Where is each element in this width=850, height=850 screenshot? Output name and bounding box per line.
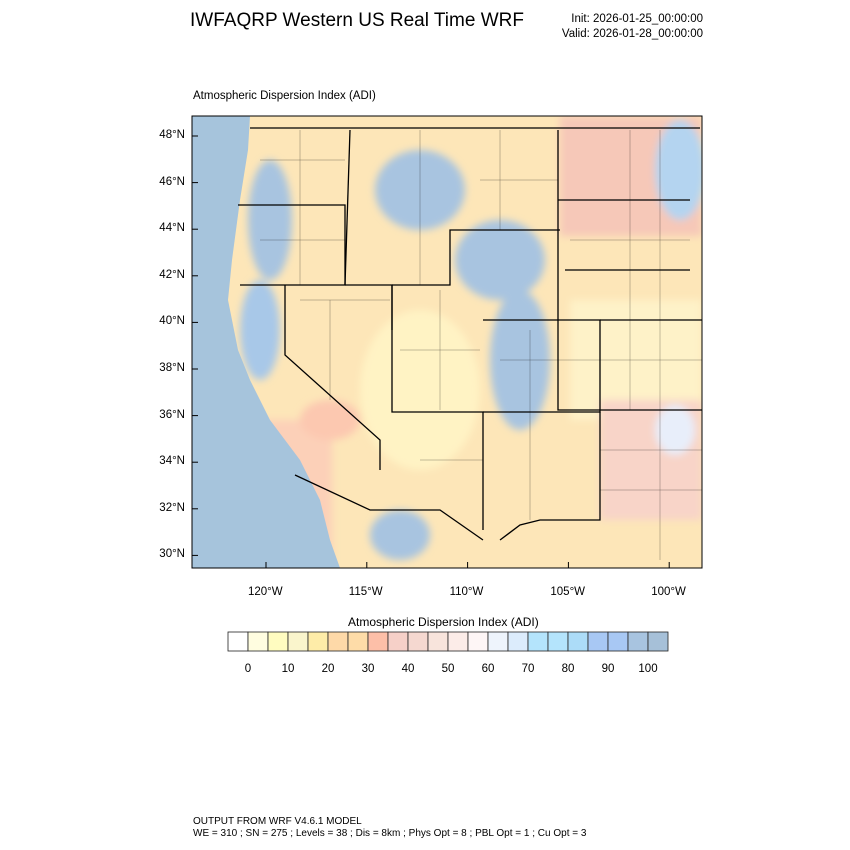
ocean	[192, 116, 340, 568]
footer-config: WE = 310 ; SN = 275 ; Levels = 38 ; Dis …	[193, 828, 587, 839]
plot-title: IWFAQRP Western US Real Time WRF	[190, 10, 524, 31]
lat-label: 36°N	[159, 408, 185, 421]
colorbar-box	[587, 631, 609, 652]
footer-model: OUTPUT FROM WRF V4.6.1 MODEL	[193, 816, 362, 827]
colorbar-label: 90	[601, 663, 615, 675]
lon-label: 100°W	[651, 586, 686, 598]
colorbar-box	[467, 631, 489, 652]
lon-label: 120°W	[248, 586, 283, 598]
colorbar-box	[507, 631, 529, 652]
colorbar-box	[547, 631, 569, 652]
colorbar-box	[247, 631, 269, 652]
colorbar-label: 0	[244, 663, 252, 675]
colorbar-label: 80	[561, 663, 575, 675]
lat-label: 48°N	[159, 129, 185, 141]
colorbar-label: 10	[281, 663, 295, 675]
map-subtitle: Atmospheric Dispersion Index (ADI)	[193, 90, 376, 102]
colorbar-box	[567, 631, 589, 652]
lat-label: 44°N	[159, 222, 185, 235]
valid-time: Valid: 2026-01-28_00:00:00	[561, 28, 703, 40]
colorbar-box	[287, 631, 309, 652]
colorbar-box	[267, 631, 289, 652]
colorbar-box	[227, 631, 249, 652]
map-frame	[191, 115, 703, 569]
county-boundaries	[260, 130, 702, 560]
colorbar-label: 40	[401, 663, 415, 675]
state-boundaries	[238, 127, 702, 541]
lat-label: 40°N	[159, 315, 185, 328]
colorbar-box	[447, 631, 469, 652]
lon-label: 105°W	[550, 586, 586, 598]
colorbar-box	[607, 631, 629, 652]
lon-label: 110°W	[449, 586, 484, 598]
lat-label: 30°N	[159, 548, 185, 561]
colorbar-label: 70	[521, 663, 535, 675]
lat-label: 32°N	[159, 501, 185, 514]
colorbar-box	[327, 631, 349, 652]
colorbar-title: Atmospheric Dispersion Index (ADI)	[348, 615, 539, 629]
axis-ticks	[192, 135, 670, 568]
colorbar-box	[407, 631, 429, 652]
colorbar-box	[427, 631, 449, 652]
init-time: Init: 2026-01-25_00:00:00	[571, 13, 703, 25]
lat-label: 46°N	[159, 175, 185, 188]
map-field	[192, 116, 702, 568]
lat-label: 34°N	[159, 455, 185, 468]
colorbar-box	[387, 631, 409, 652]
colorbar-box	[647, 631, 669, 652]
colorbar-box	[487, 631, 509, 652]
lat-label: 42°N	[159, 268, 185, 281]
colorbar-label: 100	[638, 663, 658, 675]
lon-label: 115°W	[348, 586, 383, 598]
colorbar-box	[527, 631, 549, 652]
colorbar-label: 20	[321, 663, 335, 675]
colorbar-label: 50	[441, 663, 455, 675]
colorbar-box	[367, 631, 389, 652]
lat-label: 38°N	[159, 362, 185, 374]
colorbar	[227, 631, 669, 652]
colorbar-box	[627, 631, 649, 652]
colorbar-label: 60	[481, 663, 495, 675]
colorbar-box	[347, 631, 369, 652]
colorbar-label: 30	[361, 663, 375, 675]
colorbar-box	[307, 631, 329, 652]
